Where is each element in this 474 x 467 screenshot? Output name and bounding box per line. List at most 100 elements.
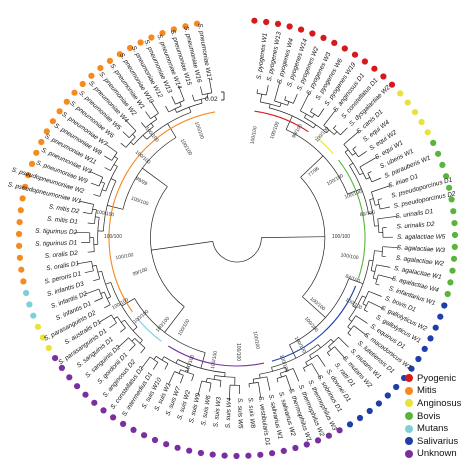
group-dot bbox=[274, 20, 282, 27]
support-value: 100/100 bbox=[250, 126, 259, 145]
leaf-label: S. agalactiae W3 bbox=[396, 244, 445, 254]
group-dot bbox=[411, 109, 419, 116]
tree-arc bbox=[369, 199, 375, 227]
group-dot bbox=[320, 34, 327, 42]
tree-arc bbox=[328, 337, 339, 347]
tree-arc bbox=[156, 356, 169, 364]
tree-arc bbox=[284, 99, 294, 104]
group-dot bbox=[74, 383, 81, 390]
tree-branch bbox=[129, 344, 136, 352]
tree-branch bbox=[150, 123, 154, 127]
tree-branch bbox=[292, 368, 300, 382]
tree-branch bbox=[113, 164, 118, 167]
tree-arc bbox=[150, 113, 159, 119]
tree-branch bbox=[114, 156, 118, 159]
tree-branch bbox=[259, 374, 261, 379]
tree-branch bbox=[268, 103, 271, 108]
tree-arc bbox=[111, 314, 117, 324]
group-dot bbox=[100, 407, 107, 414]
tree-branch bbox=[338, 337, 349, 348]
group-dot bbox=[221, 452, 228, 459]
group-dot bbox=[49, 118, 57, 125]
tree-arc bbox=[289, 278, 350, 346]
legend-item: Unknown bbox=[405, 448, 473, 461]
tree-arc bbox=[303, 363, 312, 369]
tree-branch bbox=[276, 378, 279, 383]
tree-arc bbox=[349, 165, 369, 214]
leaf-label: S. suis W4 bbox=[225, 397, 233, 428]
tree-branch bbox=[84, 288, 100, 295]
group-dot bbox=[397, 90, 404, 97]
group-dot bbox=[351, 51, 359, 58]
leaf-label: S. oralis D1 bbox=[46, 260, 80, 272]
support-value: 100/100 bbox=[314, 126, 330, 144]
tree-arc bbox=[285, 129, 348, 195]
tree-branch bbox=[105, 282, 111, 285]
group-dot bbox=[25, 172, 32, 179]
group-dot bbox=[257, 451, 264, 458]
tree-branch bbox=[285, 375, 292, 391]
tree-branch bbox=[285, 115, 293, 130]
group-dot bbox=[356, 414, 364, 422]
group-dot bbox=[303, 441, 310, 448]
tree-branch bbox=[141, 122, 146, 128]
tree-branch bbox=[132, 326, 138, 331]
tree-branch bbox=[100, 291, 105, 294]
tree-branch bbox=[348, 278, 364, 285]
tree-branch bbox=[179, 375, 184, 384]
group-dot bbox=[56, 108, 63, 115]
tree-branch bbox=[150, 100, 159, 114]
group-dot bbox=[421, 345, 428, 352]
group-dot bbox=[430, 139, 437, 146]
tree-branch bbox=[289, 344, 297, 359]
group-dot bbox=[23, 289, 30, 297]
tree-arc bbox=[310, 111, 319, 118]
tree-branch bbox=[104, 143, 118, 153]
tree-branch bbox=[145, 111, 151, 119]
tree-branch bbox=[334, 346, 346, 359]
tree-branch bbox=[97, 270, 102, 273]
tree-arc bbox=[371, 191, 376, 206]
tree-branch bbox=[265, 85, 269, 96]
support-value: 100/100 bbox=[177, 318, 191, 337]
tree-arc bbox=[212, 237, 262, 263]
leaf-label: S. oralis D2 bbox=[45, 250, 79, 260]
tree-branch bbox=[171, 96, 176, 105]
tree-branch bbox=[359, 172, 364, 176]
tree-branch bbox=[219, 380, 222, 388]
group-dot bbox=[384, 392, 391, 399]
clade-arc bbox=[271, 285, 357, 362]
tree-branch bbox=[377, 215, 398, 220]
tree-arc bbox=[125, 136, 136, 148]
tree-branch bbox=[120, 142, 127, 148]
tree-branch bbox=[358, 151, 367, 158]
group-dot bbox=[79, 80, 86, 88]
tree-branch bbox=[285, 367, 288, 372]
tree-arc bbox=[97, 217, 100, 245]
leaf-label: S. suis W6 bbox=[200, 394, 212, 426]
tree-branch bbox=[373, 277, 378, 280]
tree-arc bbox=[98, 177, 104, 187]
legend-label: Unknown bbox=[417, 448, 457, 460]
tree-branch bbox=[303, 367, 306, 372]
tree-branch bbox=[87, 222, 95, 225]
tree-branch bbox=[326, 129, 330, 134]
tree-branch bbox=[110, 178, 117, 182]
tree-branch bbox=[209, 382, 212, 392]
tree-branch bbox=[305, 362, 308, 366]
group-dot bbox=[209, 451, 216, 458]
tree-arc bbox=[280, 368, 294, 374]
tree-branch bbox=[104, 167, 111, 171]
tree-arc bbox=[149, 356, 159, 363]
tree-branch bbox=[92, 265, 97, 267]
legend-item: Bovis bbox=[405, 410, 473, 423]
legend-dot-icon bbox=[405, 374, 413, 383]
group-dot bbox=[88, 72, 95, 79]
legend-label: Anginosus bbox=[417, 397, 462, 409]
support-value: 100/100 bbox=[235, 343, 241, 361]
legend-label: Mutans bbox=[417, 423, 449, 435]
tree-branch bbox=[132, 133, 136, 138]
tree-branch bbox=[352, 152, 356, 156]
tree-branch bbox=[200, 352, 206, 369]
tree-arc bbox=[323, 125, 335, 135]
